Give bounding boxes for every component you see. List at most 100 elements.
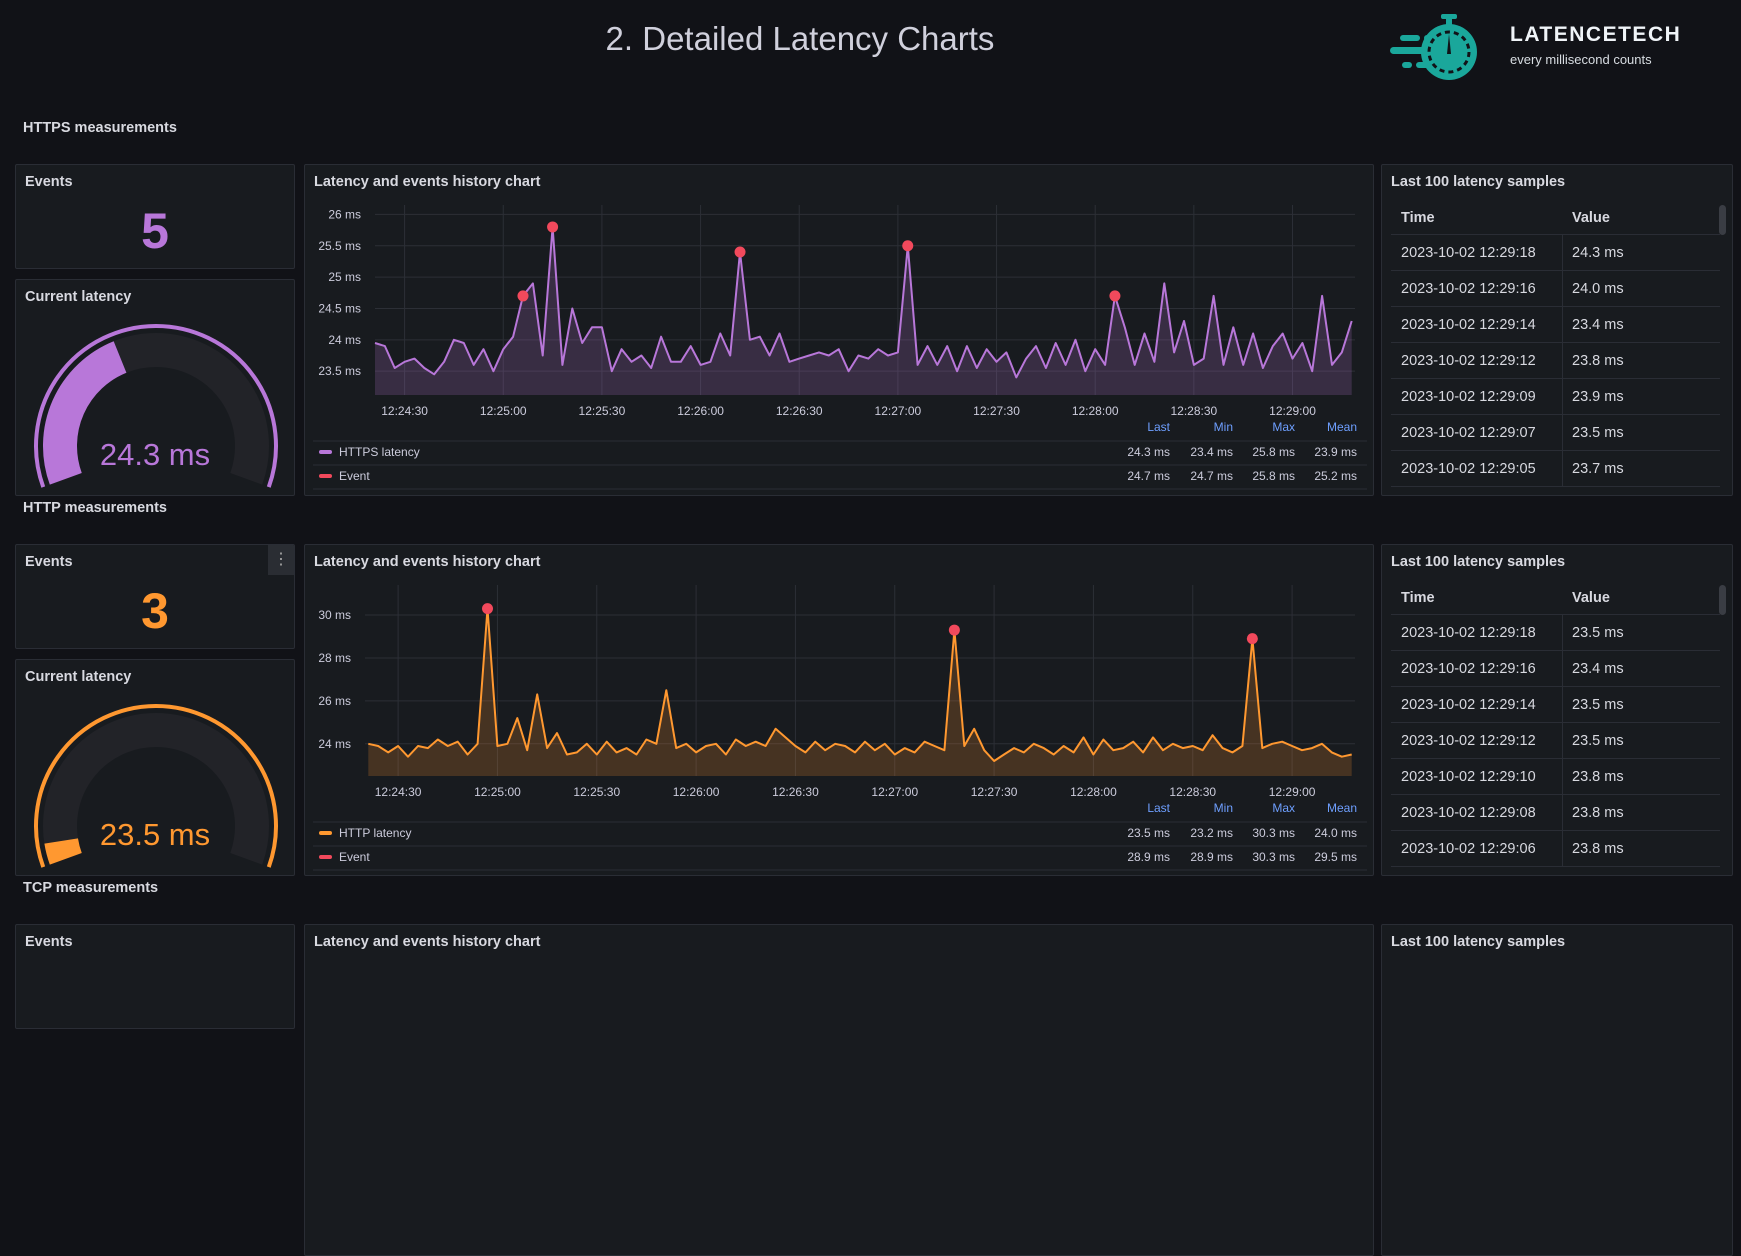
latency-gauge <box>34 324 278 488</box>
x-tick-label: 12:28:30 <box>1170 404 1217 418</box>
event-point[interactable] <box>734 246 746 258</box>
stopwatch-logo-icon <box>1390 14 1477 80</box>
y-tick-label: 28 ms <box>318 651 351 665</box>
latency-chart: 24 ms 26 ms 28 ms 30 ms 12:24:30 12:25:00 12:2… <box>313 585 1367 871</box>
legend-series-name[interactable]: Event <box>339 850 370 864</box>
x-tick-label: 12:27:30 <box>971 785 1018 799</box>
column-header-time[interactable]: Time <box>1401 209 1435 226</box>
x-tick-label: 12:25:00 <box>480 404 527 418</box>
table-row: 2023-10-02 12:29:12 23.5 ms <box>1391 723 1720 759</box>
event-point[interactable] <box>517 290 529 302</box>
panel-menu-icon[interactable]: ⋮ <box>268 545 294 575</box>
event-point[interactable] <box>547 221 559 233</box>
cell-time: 2023-10-02 12:29:16 <box>1391 651 1563 686</box>
legend-column-header[interactable]: Mean <box>1327 420 1357 434</box>
panel-title: Current latency <box>25 289 132 305</box>
cell-time: 2023-10-02 12:29:12 <box>1391 723 1563 758</box>
x-tick-label: 12:25:30 <box>579 404 626 418</box>
event-point[interactable] <box>948 624 960 636</box>
panel-title: Last 100 latency samples <box>1391 174 1566 190</box>
table-row: 2023-10-02 12:29:09 23.9 ms <box>1391 379 1720 415</box>
legend-value: 23.9 ms <box>1314 445 1357 459</box>
gauge-fill <box>44 837 82 865</box>
current-latency-value: 23.5 ms <box>99 817 211 852</box>
latency-chart: 23.5 ms 24 ms 24.5 ms 25 ms 25.5 ms 26 ms 12:2… <box>313 205 1367 490</box>
legend-column-header[interactable]: Last <box>1147 420 1170 434</box>
column-header-value[interactable]: Value <box>1572 589 1610 606</box>
table-row: 2023-10-02 12:29:06 23.8 ms <box>1391 831 1720 867</box>
panel-title: Latency and events history chart <box>314 554 541 570</box>
legend-swatch <box>319 474 332 478</box>
legend-column-header[interactable]: Mean <box>1327 801 1357 815</box>
legend-value: 24.0 ms <box>1314 826 1357 840</box>
x-tick-label: 12:26:30 <box>776 404 823 418</box>
cell-time: 2023-10-02 12:29:18 <box>1391 615 1563 650</box>
legend-value: 28.9 ms <box>1190 850 1233 864</box>
table-header: Time Value <box>1391 201 1720 235</box>
logo-tagline: every millisecond counts <box>1510 52 1652 67</box>
cell-time: 2023-10-02 12:29:12 <box>1391 343 1563 378</box>
legend-column-header[interactable]: Min <box>1214 420 1233 434</box>
x-tick-label: 12:25:30 <box>573 785 620 799</box>
latency-samples-panel: Last 100 latency samples Time Value 2023-10… <box>1381 164 1733 496</box>
cell-value: 24.0 ms <box>1572 280 1624 297</box>
y-tick-label: 24 ms <box>318 737 351 751</box>
legend-series-name[interactable]: HTTP latency <box>339 826 411 840</box>
legend-value: 23.4 ms <box>1190 445 1233 459</box>
legend-series-name[interactable]: HTTPS latency <box>339 445 420 459</box>
legend-column-header[interactable]: Max <box>1272 801 1295 815</box>
table-row: 2023-10-02 12:29:18 24.3 ms <box>1391 235 1720 271</box>
cell-time: 2023-10-02 12:29:18 <box>1391 235 1563 270</box>
y-tick-label: 26 ms <box>318 694 351 708</box>
table-row: 2023-10-02 12:29:12 23.8 ms <box>1391 343 1720 379</box>
y-tick-label: 26 ms <box>328 207 361 221</box>
latency-samples-panel: Last 100 latency samples <box>1381 924 1733 1256</box>
table-row: 2023-10-02 12:29:08 23.8 ms <box>1391 795 1720 831</box>
samples-table: Time Value 2023-10-02 12:29:18 23.5 ms 2023-… <box>1391 581 1720 867</box>
legend-value: 25.2 ms <box>1314 469 1357 483</box>
x-tick-label: 12:26:30 <box>772 785 819 799</box>
x-tick-label: 12:25:00 <box>474 785 521 799</box>
cell-time: 2023-10-02 12:29:10 <box>1391 759 1563 794</box>
legend-column-header[interactable]: Max <box>1272 420 1295 434</box>
section-heading: HTTP measurements <box>23 500 167 516</box>
event-point[interactable] <box>1246 633 1258 645</box>
gauge-fill <box>43 341 127 485</box>
latency-series-line <box>374 225 1353 379</box>
cell-time: 2023-10-02 12:29:09 <box>1391 379 1563 414</box>
cell-time: 2023-10-02 12:29:14 <box>1391 687 1563 722</box>
cell-value: 23.5 ms <box>1572 424 1624 441</box>
table-row: 2023-10-02 12:29:16 24.0 ms <box>1391 271 1720 307</box>
table-scrollbar[interactable] <box>1719 205 1726 235</box>
gauge-threshold-arc <box>34 324 278 488</box>
y-tick-label: 24 ms <box>328 333 361 347</box>
event-point[interactable] <box>1109 290 1121 302</box>
legend-value: 24.3 ms <box>1127 445 1170 459</box>
legend-value: 29.5 ms <box>1314 850 1357 864</box>
legend-value: 24.7 ms <box>1127 469 1170 483</box>
series-area <box>368 608 1352 776</box>
table-row: 2023-10-02 12:29:14 23.5 ms <box>1391 687 1720 723</box>
latency-series-line <box>368 607 1352 762</box>
cell-value: 23.5 ms <box>1572 732 1624 749</box>
legend-value: 30.3 ms <box>1252 850 1295 864</box>
events-count: 5 <box>141 203 169 259</box>
event-point[interactable] <box>482 603 494 615</box>
column-header-value[interactable]: Value <box>1572 209 1610 226</box>
section-heading: HTTPS measurements <box>23 120 177 136</box>
events-count: 3 <box>141 583 169 639</box>
legend-column-header[interactable]: Min <box>1214 801 1233 815</box>
event-point[interactable] <box>902 240 914 252</box>
column-header-time[interactable]: Time <box>1401 589 1435 606</box>
table-scrollbar[interactable] <box>1719 585 1726 615</box>
legend-column-header[interactable]: Last <box>1147 801 1170 815</box>
cell-value: 23.7 ms <box>1572 460 1624 477</box>
legend-series-name[interactable]: Event <box>339 469 370 483</box>
x-tick-label: 12:28:00 <box>1072 404 1119 418</box>
x-tick-label: 12:27:00 <box>871 785 918 799</box>
y-tick-label: 25.5 ms <box>318 239 361 253</box>
panel-title: Current latency <box>25 669 132 685</box>
latency-samples-panel: Last 100 latency samples Time Value 2023-10… <box>1381 544 1733 876</box>
legend-value: 25.8 ms <box>1252 469 1295 483</box>
cell-time: 2023-10-02 12:29:05 <box>1391 451 1563 486</box>
